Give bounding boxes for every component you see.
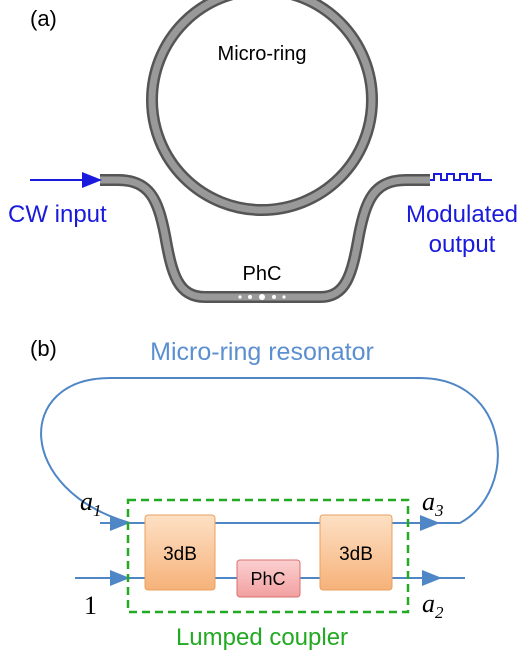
- resonator-title: Micro-ring resonator: [150, 338, 374, 366]
- output-label: output: [429, 231, 496, 258]
- phc-label: PhC: [243, 263, 282, 285]
- coupler-box: [144, 514, 216, 591]
- port-label: 1: [84, 591, 97, 620]
- output-label: Modulated: [406, 201, 518, 228]
- port-label: a1: [80, 487, 102, 520]
- coupler-label: 3dB: [163, 544, 197, 565]
- coupler-outline: [126, 498, 410, 614]
- ring-label: Micro-ring: [218, 43, 307, 65]
- coupler-caption: Lumped coupler: [176, 624, 348, 651]
- phc-box: [236, 559, 301, 598]
- ring: [146, 0, 378, 216]
- output-signal: [430, 173, 492, 181]
- ring-loop: [40, 377, 499, 524]
- input-label: CW input: [8, 201, 107, 228]
- coupler-box: [319, 514, 393, 591]
- phc-label: PhC: [250, 569, 285, 589]
- phc-holes: [238, 294, 286, 300]
- panel-label: (b): [30, 336, 57, 361]
- coupler-label: 3dB: [339, 544, 373, 565]
- port-label: a2: [422, 589, 444, 622]
- port-label: a3: [422, 487, 444, 520]
- panel-label: (a): [30, 6, 57, 31]
